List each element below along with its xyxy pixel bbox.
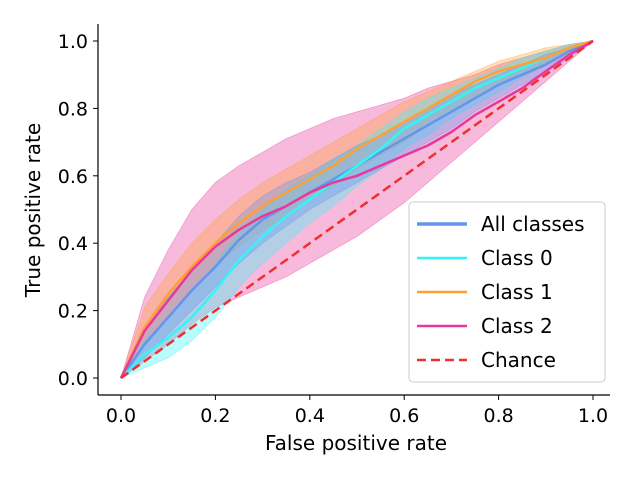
line-chance xyxy=(120,39,594,380)
legend-label-all-classes: All classes xyxy=(481,212,585,236)
legend: All classes Class 0 Class 1 Class 2 Chance xyxy=(408,201,606,383)
x-tick-label: 1.0 xyxy=(578,405,608,427)
legend-label-class-1: Class 1 xyxy=(481,280,553,304)
line-class-2 xyxy=(119,39,594,379)
x-tick-label: 0.0 xyxy=(106,405,136,427)
x-tick-label: 0.2 xyxy=(200,405,230,427)
x-tick-label: 0.8 xyxy=(483,405,513,427)
legend-box xyxy=(408,201,606,383)
series-lines xyxy=(119,39,594,380)
legend-label-class-2: Class 2 xyxy=(481,314,553,338)
y-tick-label: 0.4 xyxy=(58,233,88,255)
y-tick-label: 0.0 xyxy=(58,368,88,390)
x-tick-label: 0.6 xyxy=(389,405,419,427)
legend-label-class-0: Class 0 xyxy=(481,246,553,270)
y-axis-label: True positive rate xyxy=(21,123,45,298)
line-class-0 xyxy=(120,39,594,379)
y-tick-label: 0.2 xyxy=(58,301,88,323)
line-class-1 xyxy=(119,39,594,379)
x-axis-label: False positive rate xyxy=(265,431,447,455)
y-tick-label: 0.8 xyxy=(58,98,88,120)
y-tick-label: 1.0 xyxy=(58,31,88,53)
y-tick-label: 0.6 xyxy=(58,166,88,188)
legend-label-chance: Chance xyxy=(481,348,556,372)
x-ticks: 0.0 0.2 0.4 0.6 0.8 1.0 xyxy=(106,395,608,427)
axes xyxy=(97,24,610,396)
y-ticks: 0.0 0.2 0.4 0.6 0.8 1.0 xyxy=(58,31,98,390)
x-tick-label: 0.4 xyxy=(295,405,325,427)
